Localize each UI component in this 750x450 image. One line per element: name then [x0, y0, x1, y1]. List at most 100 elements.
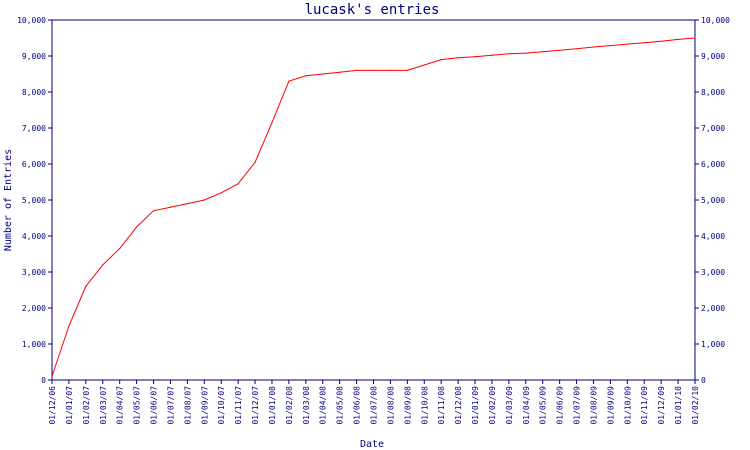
data-point: [68, 325, 70, 327]
x-tick-label: 01/12/08: [454, 386, 463, 425]
x-tick-label: 01/02/08: [285, 386, 294, 425]
plot-frame: [51, 19, 696, 381]
y-tick-label-left: 1,000: [22, 340, 46, 349]
y-tick-label-left: 5,000: [22, 196, 46, 205]
data-point: [271, 122, 273, 124]
y-tick-label-left: 2,000: [22, 304, 46, 313]
data-point: [440, 59, 442, 61]
data-point: [406, 69, 408, 71]
x-tick-label: 01/03/09: [505, 386, 514, 425]
x-tick-label: 01/01/09: [471, 386, 480, 425]
x-tick-label: 01/09/08: [403, 386, 412, 425]
x-tick-label: 01/12/07: [251, 386, 260, 425]
data-point: [609, 44, 611, 47]
x-axis: 01/12/06 01/01/07 01/02/07 01/03/07 01/04/07…: [48, 380, 700, 425]
data-point: [102, 264, 104, 266]
x-tick-label: 01/08/07: [183, 386, 192, 425]
y-tick-label-right: 10,000: [701, 16, 730, 25]
x-tick-label: 01/01/07: [65, 386, 74, 425]
data-point: [423, 64, 425, 66]
data-point: [474, 56, 476, 58]
x-tick-label: 01/04/08: [319, 386, 328, 425]
x-tick-label: 01/05/08: [336, 386, 345, 425]
data-point: [355, 69, 358, 71]
series-layer: [51, 37, 696, 377]
x-tick-label: 01/02/07: [82, 386, 91, 425]
data-point: [220, 192, 222, 194]
y-axis-label: Number of Entries: [3, 149, 14, 251]
x-tick-label: 01/01/08: [268, 386, 277, 425]
x-tick-label: 01/05/09: [539, 386, 548, 425]
x-tick-label: 01/08/08: [386, 386, 395, 425]
data-point: [254, 161, 256, 163]
data-point: [51, 375, 53, 377]
data-point: [169, 206, 172, 208]
x-tick-label: 01/03/08: [302, 386, 311, 425]
data-point: [136, 226, 138, 228]
x-tick-label: 01/01/10: [674, 386, 683, 425]
y-axis-left: 0 1,000 2,000 3,000 4,000 5,000 6,000 7,000 8,00…: [17, 16, 52, 385]
x-tick-label: 01/10/07: [217, 386, 226, 425]
data-point: [677, 38, 679, 41]
x-tick-label: 01/11/07: [234, 386, 243, 425]
data-point: [288, 80, 290, 82]
data-point: [203, 199, 205, 201]
chart-title: lucask's entries: [305, 2, 440, 18]
data-point: [152, 210, 155, 212]
data-point: [339, 71, 341, 73]
x-tick-label: 01/09/09: [606, 386, 615, 425]
y-tick-label-right: 0: [701, 376, 706, 385]
x-tick-label: 01/06/09: [556, 386, 565, 425]
data-point: [237, 183, 239, 185]
x-tick-label: 01/10/08: [420, 386, 429, 425]
x-tick-label: 01/02/09: [488, 386, 497, 425]
y-tick-label-right: 3,000: [701, 268, 725, 277]
y-tick-label-left: 9,000: [22, 52, 46, 61]
y-tick-label-left: 0: [41, 376, 46, 385]
y-tick-label-left: 8,000: [22, 88, 46, 97]
y-tick-label-right: 9,000: [701, 52, 725, 61]
y-tick-label-left: 6,000: [22, 160, 46, 169]
x-tick-label: 01/04/07: [116, 386, 125, 425]
x-tick-label: 01/02/10: [691, 386, 700, 425]
data-point: [322, 73, 324, 75]
y-tick-label-right: 1,000: [701, 340, 725, 349]
data-point: [660, 40, 662, 42]
x-tick-label: 01/11/08: [437, 386, 446, 425]
y-tick-label-left: 3,000: [22, 268, 46, 277]
data-point: [694, 37, 696, 39]
y-tick-label-left: 4,000: [22, 232, 46, 241]
x-tick-label: 01/06/08: [353, 386, 362, 425]
data-point: [85, 285, 87, 287]
data-point: [575, 48, 578, 50]
x-tick-label: 01/12/06: [48, 386, 57, 425]
x-tick-label: 01/07/08: [370, 386, 379, 425]
y-tick-label-right: 5,000: [701, 196, 725, 205]
data-point: [457, 57, 459, 59]
data-point: [643, 42, 645, 44]
data-point: [305, 75, 307, 77]
x-tick-label: 01/07/09: [573, 386, 582, 425]
x-tick-label: 01/07/07: [166, 386, 175, 425]
data-point: [508, 53, 510, 55]
data-point: [186, 203, 188, 205]
data-point: [542, 51, 544, 53]
data-point: [372, 69, 375, 71]
x-tick-label: 01/10/09: [623, 386, 632, 425]
data-point: [491, 54, 493, 56]
x-tick-label: 01/11/09: [640, 386, 649, 425]
data-point: [559, 49, 561, 51]
y-tick-label-right: 2,000: [701, 304, 725, 313]
y-tick-label-right: 7,000: [701, 124, 725, 133]
data-point: [119, 248, 121, 250]
x-tick-label: 01/05/07: [133, 386, 142, 425]
y-tick-label-right: 4,000: [701, 232, 725, 241]
data-point: [525, 52, 527, 54]
y-tick-label-left: 7,000: [22, 124, 46, 133]
x-tick-label: 01/06/07: [150, 386, 159, 425]
y-tick-label-right: 6,000: [701, 160, 725, 169]
y-tick-label-right: 8,000: [701, 88, 725, 97]
data-point: [389, 69, 392, 71]
x-tick-label: 01/03/07: [99, 386, 108, 425]
